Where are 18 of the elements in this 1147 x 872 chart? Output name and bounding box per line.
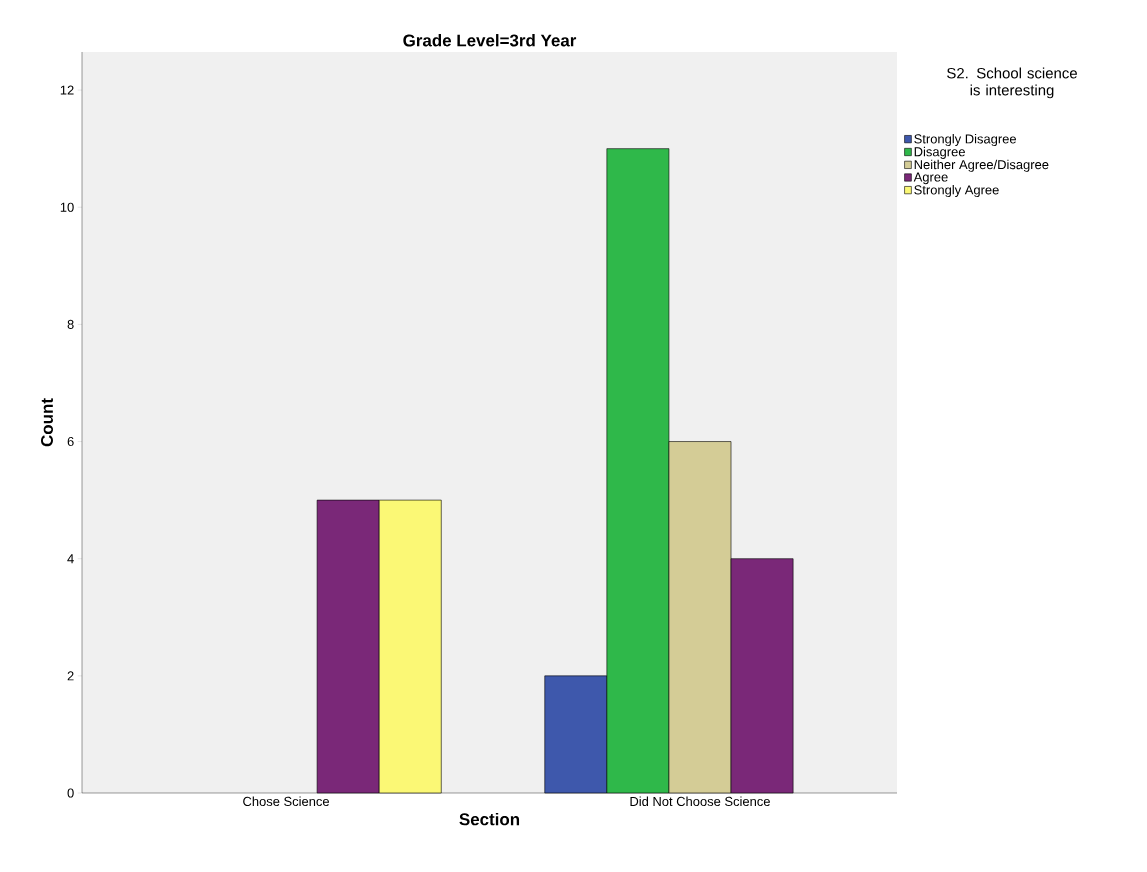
legend-label: Strongly Agree [914,184,999,198]
x-axis-title: Section [459,812,520,826]
y-tick-label: 4 [67,554,74,564]
y-tick-label: 0 [67,788,74,798]
legend-label: Neither Agree/Disagree [914,159,1049,172]
y-tick-label: 8 [67,319,74,329]
x-tick-label: Chose Science [243,796,330,807]
y-tick-label: 6 [67,436,74,447]
x-tick-label: Did Not Choose Science [630,796,770,807]
legend-title: S2. School science is interesting [947,67,1077,99]
y-tick-label: 10 [60,202,74,212]
legend-label: Strongly Disagree [914,133,1016,147]
y-tick-label: 12 [60,85,74,95]
legend-label: Agree [913,172,948,185]
y-axis-title: Count [40,398,53,447]
y-tick-label: 2 [67,671,74,681]
legend-label: Disagree [914,146,965,159]
chart-title: Grade Level=3rd Year [403,34,577,47]
